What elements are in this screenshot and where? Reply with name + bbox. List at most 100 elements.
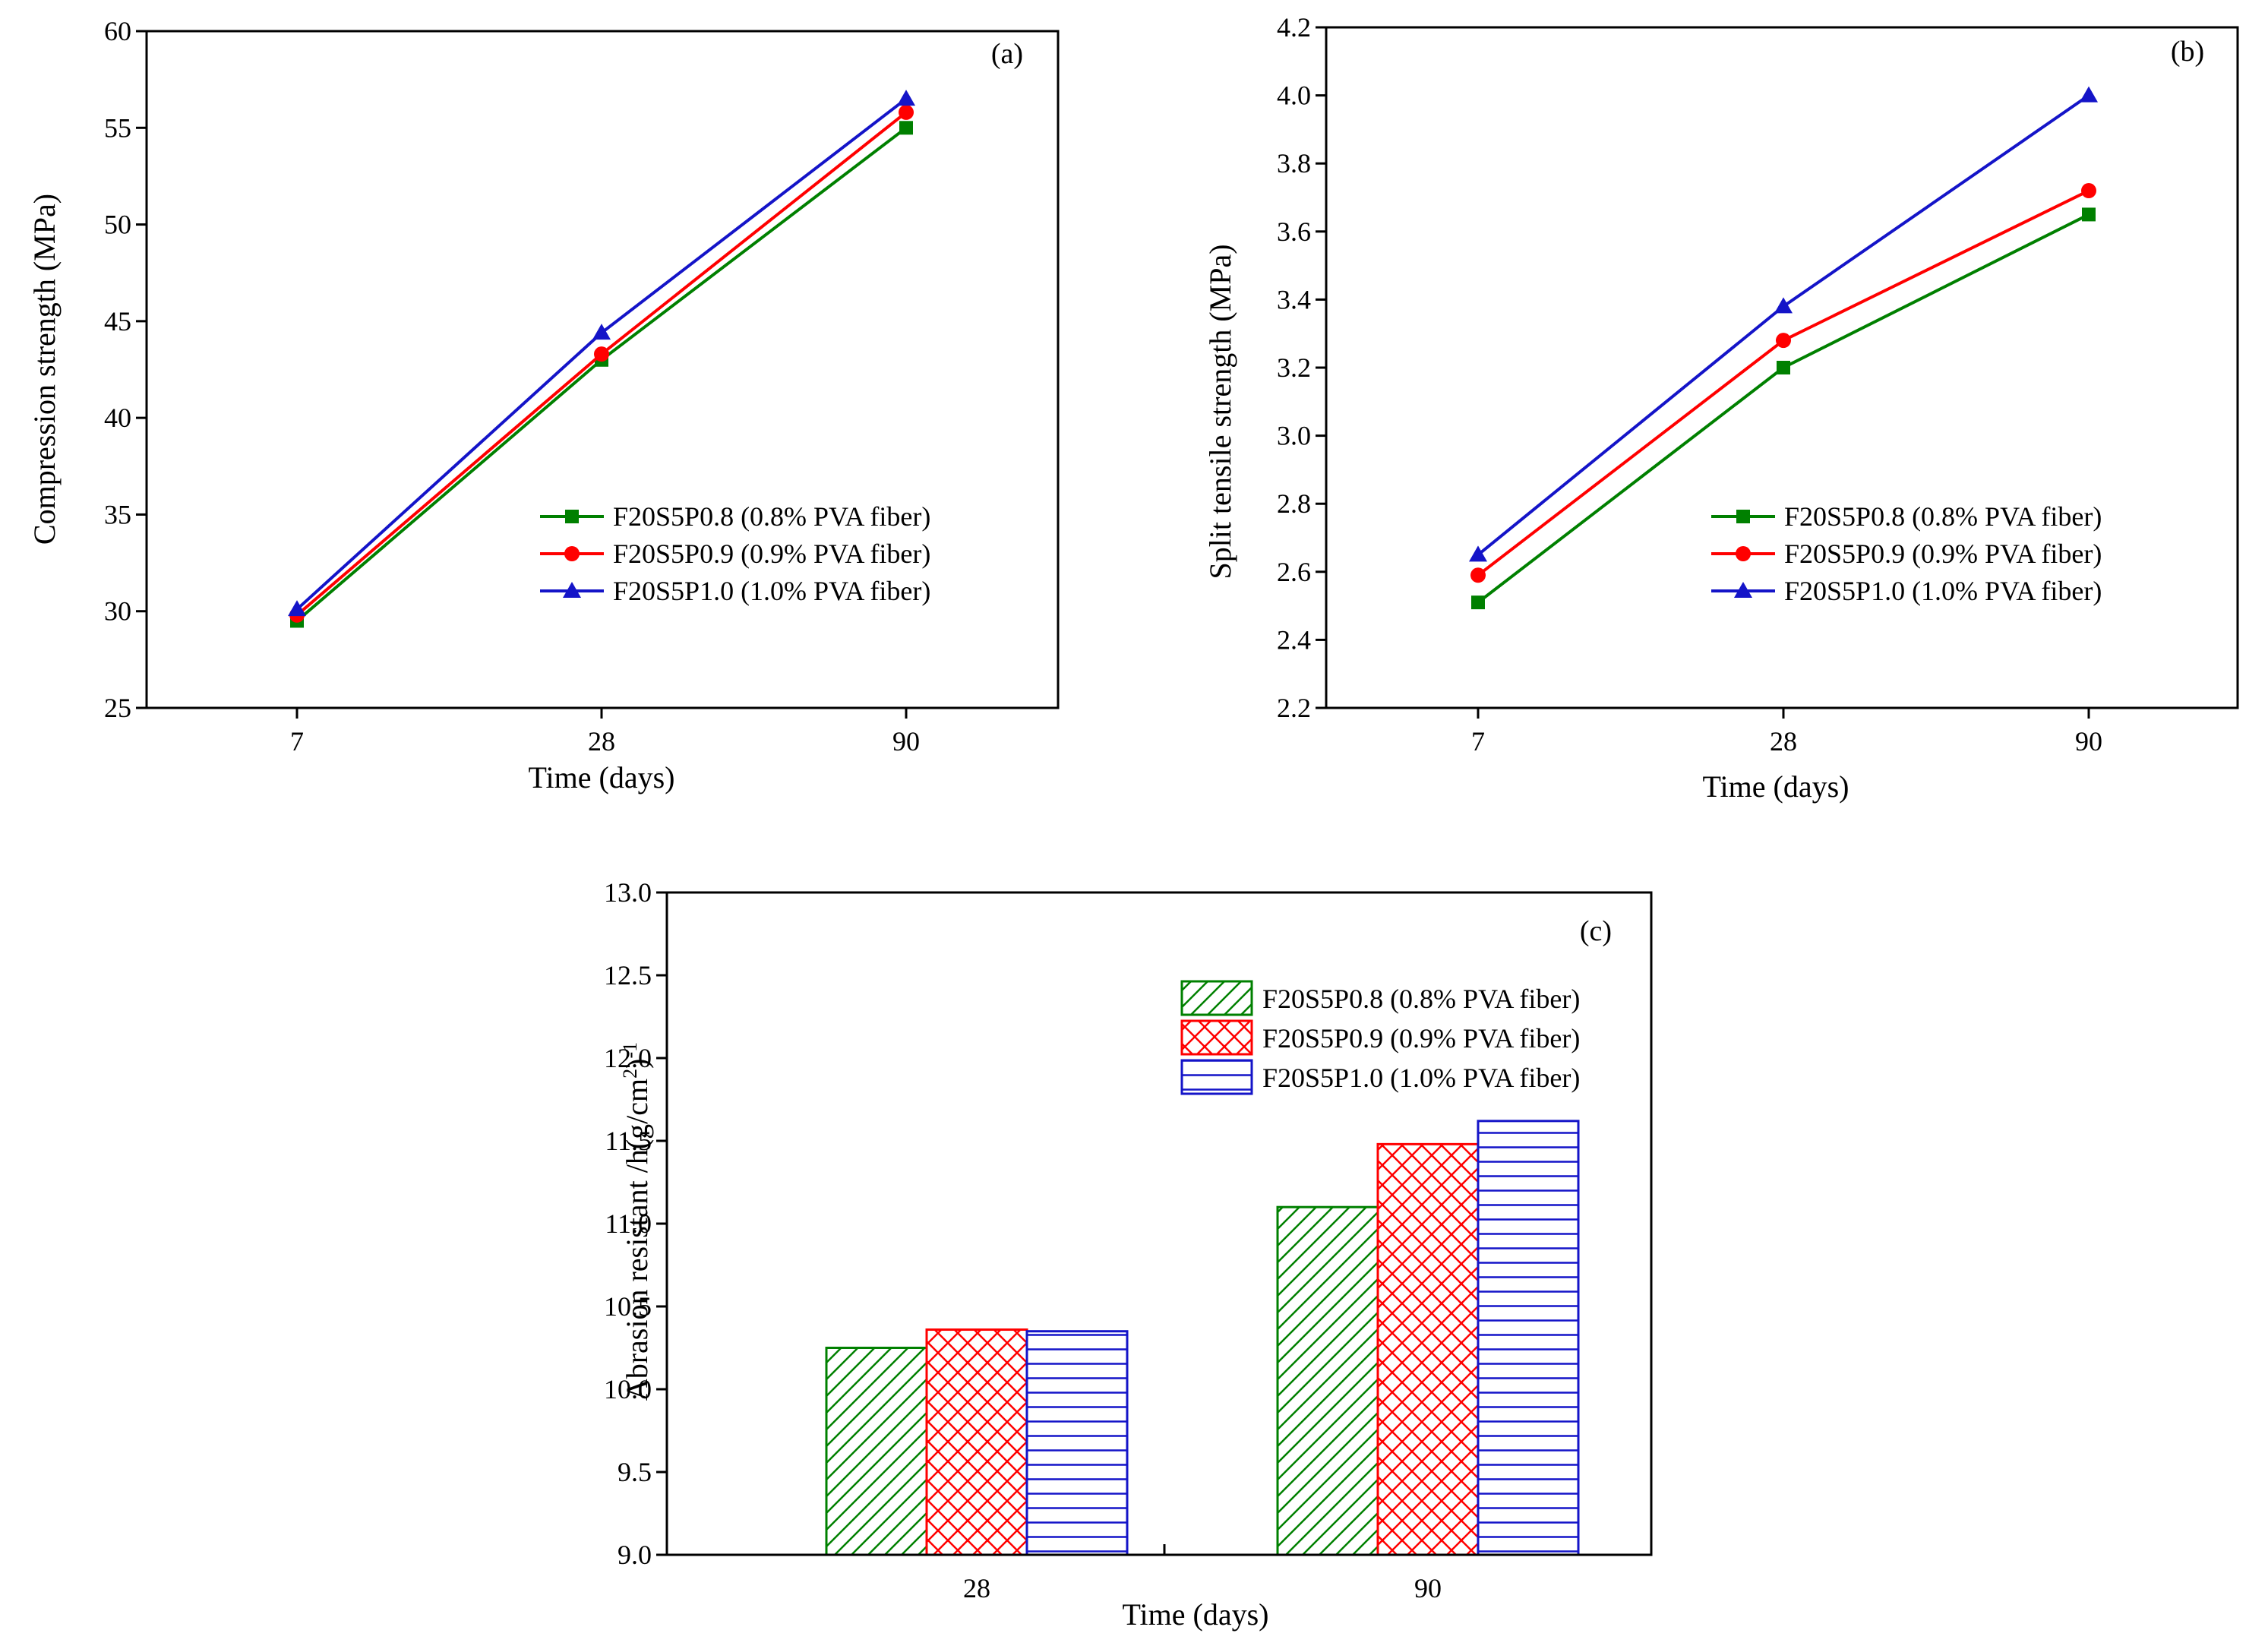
panel-c-bar bbox=[1477, 1120, 1580, 1556]
panel-b-split-tensile-chart: F20S5P0.8 (0.8% PVA fiber) F20S5P0.9 (0.9… bbox=[1203, 12, 2239, 804]
panel-c-y-tick-label: 9.5 bbox=[618, 1457, 652, 1487]
panel-a-y-tick-label: 25 bbox=[104, 693, 131, 723]
panel-c-bar bbox=[1376, 1142, 1480, 1556]
panel-c-legend-swatch bbox=[1180, 1059, 1253, 1095]
panel-c-bar bbox=[925, 1328, 1028, 1556]
panel-b-y-axis-title: Split tensile strength (MPa) bbox=[1203, 244, 1237, 579]
panel-a-label: (a) bbox=[991, 38, 1023, 70]
panel-b-y-tick-label: 4.0 bbox=[1277, 81, 1311, 111]
panel-b-data-point bbox=[2081, 183, 2096, 199]
panel-a-y-tick-label: 50 bbox=[104, 210, 131, 240]
panel-b-legend-label: F20S5P0.9 (0.9% PVA fiber) bbox=[1784, 539, 2102, 569]
panel-a-y-tick-label: 35 bbox=[104, 499, 131, 529]
panel-b-data-point bbox=[1777, 361, 1790, 374]
panel-b-y-tick-label: 3.4 bbox=[1277, 284, 1311, 314]
panel-c-marks bbox=[825, 1120, 1580, 1556]
panel-c-bar bbox=[1025, 1330, 1129, 1556]
panel-a-marks bbox=[288, 90, 915, 628]
panel-b-legend-label: F20S5P0.8 (0.8% PVA fiber) bbox=[1784, 501, 2102, 532]
panel-b-legend: F20S5P0.8 (0.8% PVA fiber) F20S5P0.9 (0.9… bbox=[1711, 501, 2102, 606]
panel-b-axes: 2.2 2.4 2.6 2.8 3.0 3.2 3.4 3.6 3.8 4.0 4.2 7 28 90 bbox=[1277, 12, 2102, 757]
panel-a-x-axis-title: Time (days) bbox=[529, 760, 675, 794]
panel-b-legend-marker bbox=[1736, 510, 1750, 523]
panel-a-y-tick-label: 30 bbox=[104, 596, 131, 627]
panel-c-y-tick-label: 11.5 bbox=[605, 1126, 652, 1156]
panel-b-legend-label: F20S5P1.0 (1.0% PVA fiber) bbox=[1784, 576, 2102, 606]
panel-a-y-axis-title: Compression strength (MPa) bbox=[27, 194, 62, 545]
panel-b-y-tick-label: 3.6 bbox=[1277, 216, 1311, 247]
panel-c-legend-label: F20S5P1.0 (1.0% PVA fiber) bbox=[1262, 1063, 1580, 1093]
panel-c-label: (c) bbox=[1580, 915, 1612, 947]
panel-c-legend-label: F20S5P0.8 (0.8% PVA fiber) bbox=[1262, 984, 1580, 1014]
panel-a-y-tick-label: 45 bbox=[104, 306, 131, 336]
panel-b-x-tick-label: 90 bbox=[2075, 726, 2102, 757]
panel-c-y-axis-title: Abrasion resistant /h(g/cm2)-1 bbox=[619, 1042, 655, 1401]
panel-a-legend-label: F20S5P0.9 (0.9% PVA fiber) bbox=[613, 539, 930, 569]
panel-b-data-point bbox=[1774, 297, 1793, 314]
panel-a-legend-label: F20S5P1.0 (1.0% PVA fiber) bbox=[613, 576, 930, 606]
panel-a-plot-frame bbox=[145, 30, 1060, 709]
panel-c-y-tick-label: 10.5 bbox=[604, 1291, 652, 1322]
panel-b-data-point bbox=[1469, 545, 1487, 562]
panel-b-y-tick-label: 3.8 bbox=[1277, 148, 1311, 178]
panel-c-y-tick-label: 12.0 bbox=[604, 1043, 652, 1073]
panel-a-data-point bbox=[592, 324, 611, 340]
panel-b-x-tick-label: 7 bbox=[1471, 726, 1485, 757]
panel-b-data-point bbox=[1471, 595, 1485, 610]
panel-c-y-title-sup-2: 2 bbox=[619, 1069, 641, 1079]
panel-a-y-tick-label: 55 bbox=[104, 112, 131, 143]
panel-b-label: (b) bbox=[2171, 36, 2204, 68]
panel-c-x-axis-title: Time (days) bbox=[1123, 1597, 1269, 1632]
panel-c-bar bbox=[1276, 1205, 1379, 1556]
panel-c-y-tick-label: 9.0 bbox=[618, 1540, 652, 1570]
panel-b-legend-marker bbox=[1734, 582, 1752, 598]
panel-a-x-tick-label: 28 bbox=[588, 726, 615, 757]
panel-b-y-tick-label: 2.6 bbox=[1277, 557, 1311, 587]
panel-a-legend-label: F20S5P0.8 (0.8% PVA fiber) bbox=[613, 501, 930, 532]
panel-b-y-tick-label: 4.2 bbox=[1277, 12, 1311, 43]
panel-a-x-tick-label: 7 bbox=[290, 726, 304, 757]
panel-a-y-tick-label: 60 bbox=[104, 16, 131, 46]
panel-b-y-tick-label: 3.2 bbox=[1277, 352, 1311, 383]
panel-b-y-tick-label: 2.2 bbox=[1277, 693, 1311, 723]
panel-c-x-tick-label: 90 bbox=[1414, 1573, 1442, 1603]
panel-c-x-tick-label: 28 bbox=[963, 1573, 990, 1603]
panel-b-x-axis-title: Time (days) bbox=[1703, 769, 1849, 804]
panel-c-legend-swatch bbox=[1180, 1019, 1253, 1056]
panel-b-legend-marker bbox=[1736, 546, 1751, 561]
panel-c-y-tick-label: 12.5 bbox=[604, 960, 652, 990]
panel-c-y-title-close: ) bbox=[620, 1058, 654, 1068]
panel-a-x-tick-label: 90 bbox=[892, 726, 920, 757]
panel-c-legend-swatch bbox=[1180, 980, 1253, 1016]
panel-b-data-point bbox=[2082, 207, 2096, 222]
panel-b-data-point bbox=[2080, 86, 2098, 103]
panel-a-data-point bbox=[899, 104, 914, 120]
panel-c-abrasion-chart: F20S5P0.8 (0.8% PVA fiber) F20S5P0.9 (0.9… bbox=[604, 877, 1653, 1632]
panel-a-legend-marker bbox=[564, 546, 580, 561]
panel-b-y-tick-label: 3.0 bbox=[1277, 421, 1311, 451]
panel-b-y-tick-label: 2.8 bbox=[1277, 488, 1311, 519]
panel-b-marks bbox=[1469, 86, 2098, 610]
panel-b-y-tick-label: 2.4 bbox=[1277, 624, 1311, 655]
panel-c-axes: 9.0 9.5 10.0 10.5 11.0 11.5 12.0 12.5 13.0 28 90 bbox=[604, 877, 1442, 1603]
panel-a-legend-marker bbox=[565, 510, 579, 523]
panel-c-legend-label: F20S5P0.9 (0.9% PVA fiber) bbox=[1262, 1023, 1580, 1054]
panel-a-data-point bbox=[899, 121, 913, 135]
panel-b-x-tick-label: 28 bbox=[1770, 726, 1797, 757]
panel-c-y-tick-label: 13.0 bbox=[604, 877, 652, 908]
panel-a-axes: 25 30 35 40 45 50 55 60 7 28 90 bbox=[104, 16, 920, 757]
panel-c-legend: F20S5P0.8 (0.8% PVA fiber) F20S5P0.9 (0.9… bbox=[1180, 980, 1580, 1095]
panel-a-y-tick-label: 40 bbox=[104, 403, 131, 433]
panel-b-data-point bbox=[1776, 333, 1791, 349]
panel-a-data-point bbox=[897, 90, 915, 106]
panel-a-data-point bbox=[288, 600, 306, 617]
panel-c-y-tick-label: 11.0 bbox=[605, 1208, 652, 1239]
panel-b-series-line bbox=[1477, 93, 2090, 556]
panel-a-legend-marker bbox=[563, 582, 581, 598]
panel-c-y-title-sup-neg1: -1 bbox=[619, 1042, 641, 1059]
panel-a-legend: F20S5P0.8 (0.8% PVA fiber) F20S5P0.9 (0.9… bbox=[540, 501, 930, 606]
panel-c-y-tick-label: 10.0 bbox=[604, 1374, 652, 1404]
panel-a-data-point bbox=[594, 346, 609, 362]
panel-a-compression-chart: F20S5P0.8 (0.8% PVA fiber) F20S5P0.9 (0.9… bbox=[27, 16, 1060, 794]
